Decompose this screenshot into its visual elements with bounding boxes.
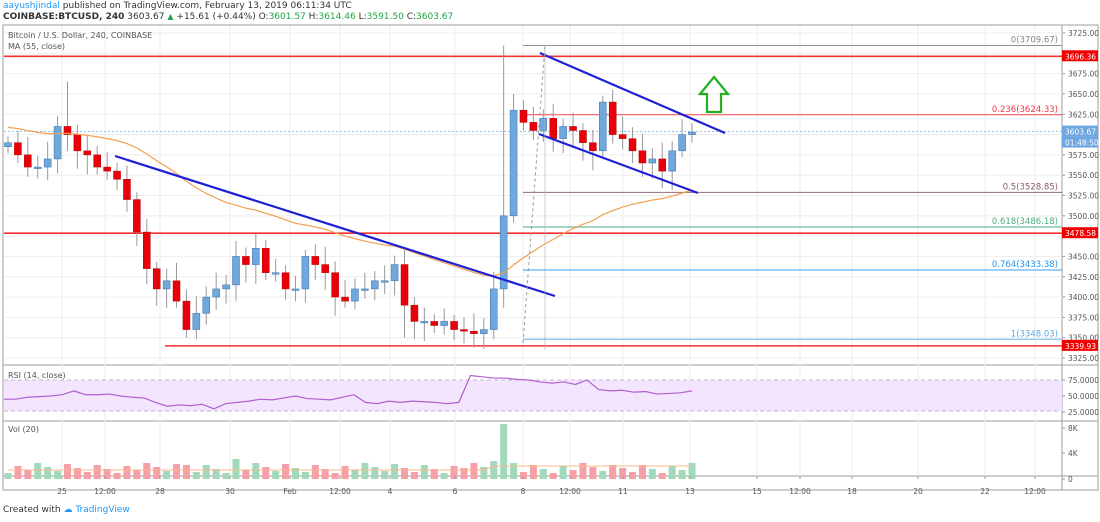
open-value: 3601.57 [268,12,306,22]
svg-text:3375.00: 3375.00 [1068,313,1099,322]
svg-text:0(3709.67): 0(3709.67) [1011,35,1058,45]
created-with: Created with [3,505,64,515]
svg-text:3478.58: 3478.58 [1065,229,1096,238]
svg-text:3696.36: 3696.36 [1065,52,1096,61]
svg-text:28: 28 [155,487,165,496]
svg-text:3625.00: 3625.00 [1068,110,1099,119]
svg-text:3603.67: 3603.67 [1065,128,1096,137]
svg-text:12:00: 12:00 [559,487,581,496]
low-value: 3591.50 [366,12,404,22]
volume-ma-line [8,465,692,471]
high-value: 3614.46 [318,12,356,22]
svg-text:3325.00: 3325.00 [1068,354,1099,363]
high-label: H: [308,12,319,22]
close-value: 3603.67 [416,12,454,22]
candlesticks [4,45,696,350]
footer: Created with ☁ TradingView [3,505,130,515]
publish-text: published on TradingView.com, February 1… [59,1,352,11]
svg-text:3725.00: 3725.00 [1068,29,1099,38]
low-label: L: [358,12,367,22]
price-change: +15.61 (+0.44%) [176,12,256,22]
up-arrow-icon [697,75,731,114]
publish-line: aayushjindal published on TradingView.co… [3,1,352,11]
ohlc-line: COINBASE:BTCUSD, 240 3603.67 ▲ +15.61 (+… [3,12,453,22]
svg-text:12:00: 12:00 [94,487,116,496]
svg-text:11: 11 [618,487,628,496]
svg-text:3450.00: 3450.00 [1068,252,1099,261]
rsi-line [4,374,693,410]
svg-text:RSI (14, close): RSI (14, close) [8,371,66,380]
svg-text:75.0000: 75.0000 [1068,376,1099,385]
svg-text:4K: 4K [1068,449,1079,458]
horizontal-levels [4,44,1062,347]
svg-text:12:00: 12:00 [329,487,351,496]
last-price: 3603.67 [127,12,165,22]
svg-text:3350.00: 3350.00 [1068,334,1099,343]
svg-text:15: 15 [752,487,762,496]
svg-text:1(3348.03): 1(3348.03) [1011,329,1058,339]
price-tags: 3696.36 3603.67 01:48:50 3478.58 3339.93 [1062,50,1099,351]
svg-text:18: 18 [847,487,857,496]
svg-text:3575.00: 3575.00 [1068,151,1099,160]
price-axis: 3725.00 3675.00 3650.00 3625.00 3575.00 3550.… [1062,29,1099,484]
symbol: COINBASE:BTCUSD, 240 [3,12,125,22]
svg-text:01:48:50: 01:48:50 [1065,139,1099,148]
svg-text:12:00: 12:00 [789,487,811,496]
svg-text:Vol (20): Vol (20) [8,425,39,434]
svg-text:4: 4 [388,487,393,496]
svg-text:3400.00: 3400.00 [1068,293,1099,302]
svg-text:3339.93: 3339.93 [1065,342,1096,351]
svg-text:30: 30 [225,487,235,496]
ma-line [7,126,693,277]
svg-text:12:00: 12:00 [1024,487,1046,496]
svg-text:3675.00: 3675.00 [1068,70,1099,79]
svg-text:0.618(3486.18): 0.618(3486.18) [992,217,1058,227]
svg-text:25.0000: 25.0000 [1068,408,1099,417]
svg-text:0.5(3528.85): 0.5(3528.85) [1003,182,1058,192]
rsi-band [4,379,1062,412]
open-label: O: [258,12,269,22]
svg-text:Bitcoin / U.S. Dollar, 240, CO: Bitcoin / U.S. Dollar, 240, COINBASE [8,31,152,40]
tradingview-logo-icon[interactable]: ☁ [63,505,76,515]
svg-text:0.236(3624.33): 0.236(3624.33) [992,105,1058,115]
author-link[interactable]: aayushjindal [3,1,60,11]
svg-text:13: 13 [685,487,695,496]
svg-text:3550.00: 3550.00 [1068,171,1099,180]
svg-text:0.764(3433.38): 0.764(3433.38) [992,260,1058,270]
svg-text:8: 8 [521,487,526,496]
fib-labels: 0(3709.67) 0.236(3624.33) 0.5(3528.85) 0.61… [992,35,1058,339]
svg-text:MA (55, close): MA (55, close) [8,42,65,51]
svg-text:8K: 8K [1068,424,1079,433]
svg-text:3425.00: 3425.00 [1068,273,1099,282]
fib-diagonal [522,44,546,344]
svg-text:50.0000: 50.0000 [1068,392,1099,401]
time-axis: 25 12:00 28 30 Feb 12:00 4 6 8 12:00 11 13 15 12:00 18… [57,476,1046,496]
svg-text:22: 22 [980,487,990,496]
svg-text:25: 25 [57,487,67,496]
svg-text:6: 6 [453,487,458,496]
up-triangle-icon: ▲ [167,12,174,21]
svg-text:3500.00: 3500.00 [1068,212,1099,221]
trendlines [114,51,726,298]
volume-bars [4,424,696,479]
tradingview-link[interactable]: TradingView [75,505,130,515]
svg-text:Feb: Feb [283,487,297,496]
close-label: C: [406,12,417,22]
svg-text:3650.00: 3650.00 [1068,90,1099,99]
svg-text:20: 20 [913,487,923,496]
legend: Bitcoin / U.S. Dollar, 240, COINBASE MA (… [8,31,152,434]
svg-text:3525.00: 3525.00 [1068,192,1099,201]
svg-text:0: 0 [1068,475,1073,484]
